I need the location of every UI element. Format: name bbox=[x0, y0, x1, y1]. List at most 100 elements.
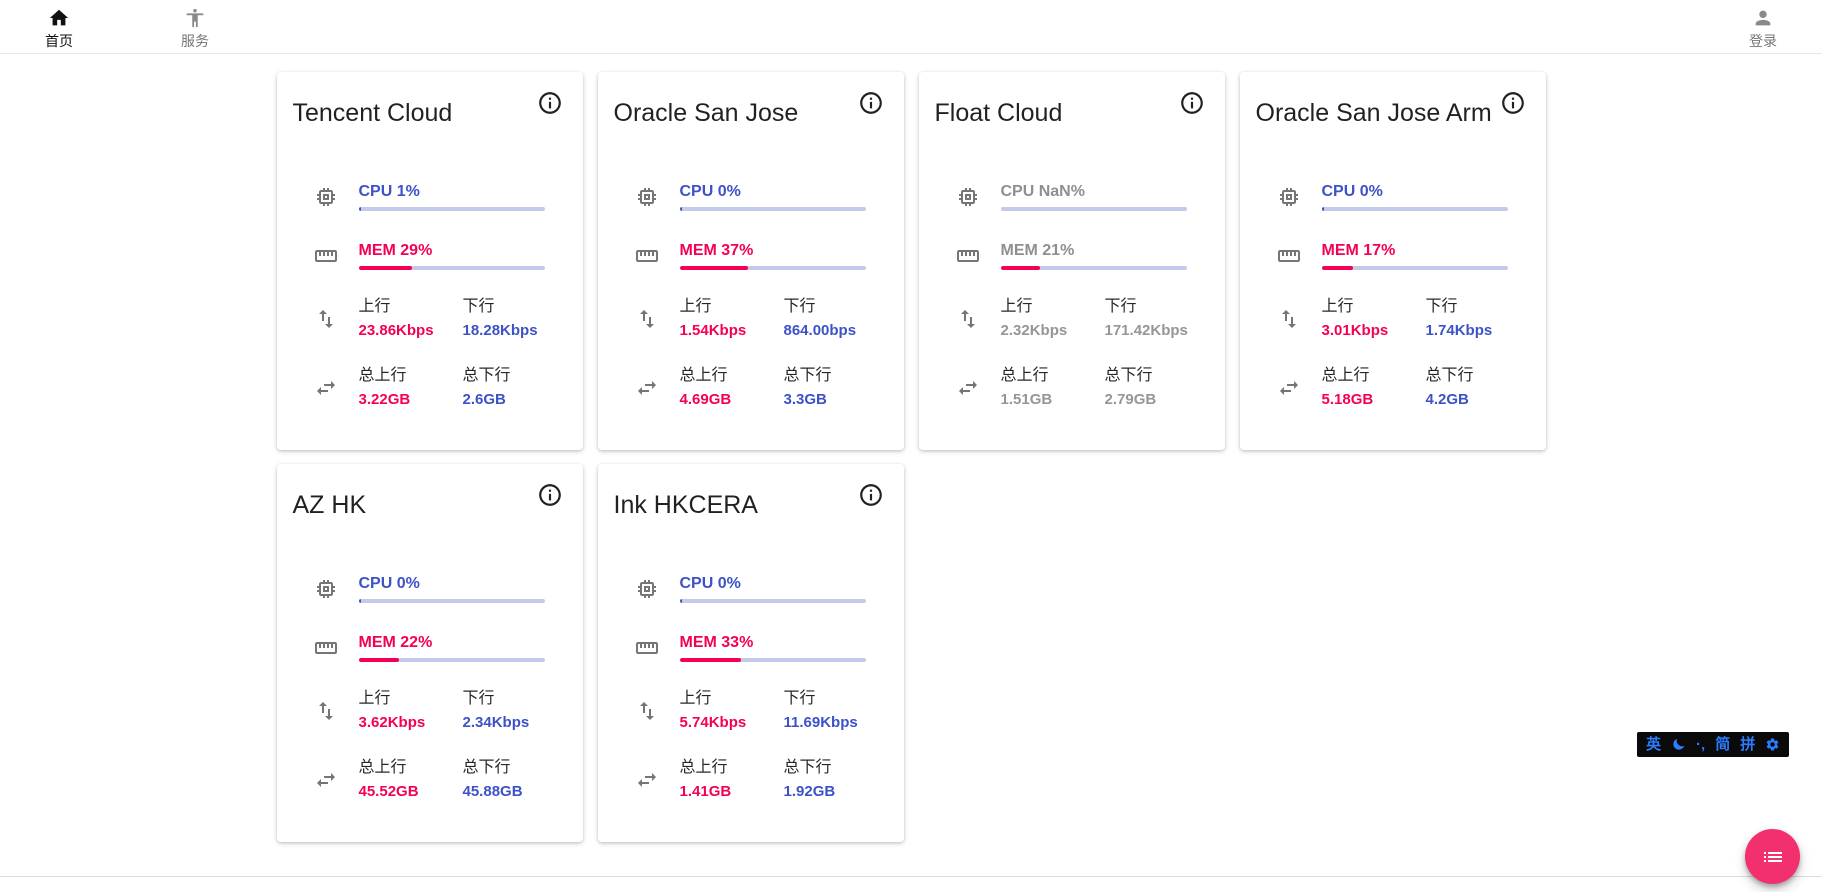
total-upload-label: 总上行 bbox=[358, 367, 407, 384]
server-list-fab-button[interactable] bbox=[1745, 829, 1800, 884]
netspeed-row: 上行 3.62Kbps 下行 2.34Kbps bbox=[293, 689, 567, 732]
mem-progress-bar bbox=[358, 658, 545, 662]
total-upload-value: 5.18GB bbox=[1321, 391, 1374, 408]
mem-row: MEM 37% bbox=[614, 241, 888, 270]
total-download-value: 4.2GB bbox=[1425, 391, 1469, 408]
upload-value: 1.54Kbps bbox=[679, 322, 747, 339]
upload-label: 上行 bbox=[358, 690, 391, 707]
ime-simplified-toggle[interactable]: 简 bbox=[1715, 736, 1731, 753]
ime-language-toggle[interactable]: 英 bbox=[1646, 736, 1662, 753]
cpu-usage-label: CPU 0% bbox=[1321, 183, 1383, 200]
nav-item-login[interactable]: 登录 bbox=[1746, 6, 1780, 51]
netspeed-row: 上行 2.32Kbps 下行 171.42Kbps bbox=[935, 297, 1209, 340]
nav-services-label: 服务 bbox=[181, 33, 209, 49]
person-icon bbox=[1751, 6, 1775, 30]
cpu-usage-label: CPU NaN% bbox=[1000, 183, 1085, 200]
nav-home-label: 首页 bbox=[45, 33, 73, 49]
swap-vert-icon bbox=[293, 699, 359, 723]
swap-horiz-icon bbox=[293, 768, 359, 792]
download-value: 18.28Kbps bbox=[462, 322, 538, 339]
mem-row: MEM 29% bbox=[293, 241, 567, 270]
total-download-value: 2.79GB bbox=[1104, 391, 1157, 408]
mem-row: MEM 22% bbox=[293, 633, 567, 662]
netspeed-row: 上行 5.74Kbps 下行 11.69Kbps bbox=[614, 689, 888, 732]
server-name: Tencent Cloud bbox=[292, 99, 453, 127]
total-traffic-row: 总上行 45.52GB 总下行 45.88GB bbox=[293, 758, 567, 801]
upload-label: 上行 bbox=[1000, 298, 1033, 315]
memory-ruler-icon bbox=[614, 244, 680, 268]
total-download-label: 总下行 bbox=[462, 367, 511, 384]
total-download-label: 总下行 bbox=[783, 367, 832, 384]
server-card-grid: Tencent Cloud CPU 1% bbox=[276, 72, 1546, 842]
server-stats: CPU 1% MEM 29% bbox=[293, 182, 567, 409]
cpu-row: CPU NaN% bbox=[935, 182, 1209, 211]
netspeed-row: 上行 23.86Kbps 下行 18.28Kbps bbox=[293, 297, 567, 340]
total-upload-value: 1.51GB bbox=[1000, 391, 1053, 408]
total-download-value: 2.6GB bbox=[462, 391, 506, 408]
ime-punctuation-toggle[interactable]: ·‚ bbox=[1696, 736, 1706, 753]
total-upload-value: 4.69GB bbox=[679, 391, 732, 408]
swap-vert-icon bbox=[614, 699, 680, 723]
total-upload-value: 3.22GB bbox=[358, 391, 411, 408]
mem-usage-label: MEM 21% bbox=[1000, 242, 1075, 259]
mem-usage-label: MEM 29% bbox=[358, 242, 433, 259]
ime-pinyin-toggle[interactable]: 拼 bbox=[1740, 736, 1756, 753]
mem-usage-label: MEM 22% bbox=[358, 634, 433, 651]
upload-label: 上行 bbox=[679, 690, 712, 707]
info-icon[interactable] bbox=[858, 482, 884, 508]
download-label: 下行 bbox=[1104, 298, 1137, 315]
swap-horiz-icon bbox=[614, 768, 680, 792]
server-name: Oracle San Jose bbox=[613, 99, 799, 127]
server-name: Oracle San Jose Arm bbox=[1255, 99, 1492, 127]
cpu-row: CPU 0% bbox=[614, 182, 888, 211]
server-name: AZ HK bbox=[292, 491, 367, 519]
nav-item-services[interactable]: 服务 bbox=[178, 6, 212, 51]
upload-value: 2.32Kbps bbox=[1000, 322, 1068, 339]
info-icon[interactable] bbox=[858, 90, 884, 116]
cpu-row: CPU 0% bbox=[614, 574, 888, 603]
cpu-chip-icon bbox=[293, 577, 359, 601]
download-value: 2.34Kbps bbox=[462, 714, 530, 731]
download-label: 下行 bbox=[783, 690, 816, 707]
total-download-value: 45.88GB bbox=[462, 783, 523, 800]
total-traffic-row: 总上行 5.18GB 总下行 4.2GB bbox=[1256, 366, 1530, 409]
nav-item-home[interactable]: 首页 bbox=[42, 6, 76, 51]
upload-value: 3.01Kbps bbox=[1321, 322, 1389, 339]
total-download-label: 总下行 bbox=[1104, 367, 1153, 384]
server-card: Ink HKCERA CPU 0% bbox=[597, 464, 904, 842]
total-upload-value: 45.52GB bbox=[358, 783, 419, 800]
cpu-row: CPU 0% bbox=[293, 574, 567, 603]
memory-ruler-icon bbox=[293, 636, 359, 660]
cpu-row: CPU 1% bbox=[293, 182, 567, 211]
cpu-progress-bar bbox=[358, 207, 545, 211]
upload-label: 上行 bbox=[679, 298, 712, 315]
total-traffic-row: 总上行 1.41GB 总下行 1.92GB bbox=[614, 758, 888, 801]
server-card: AZ HK CPU 0% bbox=[276, 464, 583, 842]
download-label: 下行 bbox=[462, 690, 495, 707]
download-value: 1.74Kbps bbox=[1425, 322, 1493, 339]
top-nav: 首页 服务 登录 bbox=[0, 0, 1822, 54]
info-icon[interactable] bbox=[1500, 90, 1526, 116]
total-upload-label: 总上行 bbox=[1000, 367, 1049, 384]
info-icon[interactable] bbox=[537, 482, 563, 508]
mem-usage-label: MEM 33% bbox=[679, 634, 754, 651]
cpu-chip-icon bbox=[935, 185, 1001, 209]
info-icon[interactable] bbox=[537, 90, 563, 116]
total-upload-label: 总上行 bbox=[1321, 367, 1370, 384]
cpu-progress-bar bbox=[1000, 207, 1187, 211]
info-icon[interactable] bbox=[1179, 90, 1205, 116]
mem-usage-label: MEM 17% bbox=[1321, 242, 1396, 259]
swap-horiz-icon bbox=[1256, 376, 1322, 400]
gear-icon[interactable] bbox=[1765, 737, 1780, 752]
ime-toolbar: 英 ·‚ 简 拼 bbox=[1637, 732, 1790, 757]
cpu-chip-icon bbox=[1256, 185, 1322, 209]
swap-vert-icon bbox=[1256, 307, 1322, 331]
memory-ruler-icon bbox=[935, 244, 1001, 268]
mem-progress-bar bbox=[1321, 266, 1508, 270]
cpu-usage-label: CPU 1% bbox=[358, 183, 420, 200]
services-icon bbox=[183, 6, 207, 30]
total-upload-value: 1.41GB bbox=[679, 783, 732, 800]
total-traffic-row: 总上行 3.22GB 总下行 2.6GB bbox=[293, 366, 567, 409]
swap-horiz-icon bbox=[935, 376, 1001, 400]
moon-icon[interactable] bbox=[1671, 737, 1686, 752]
